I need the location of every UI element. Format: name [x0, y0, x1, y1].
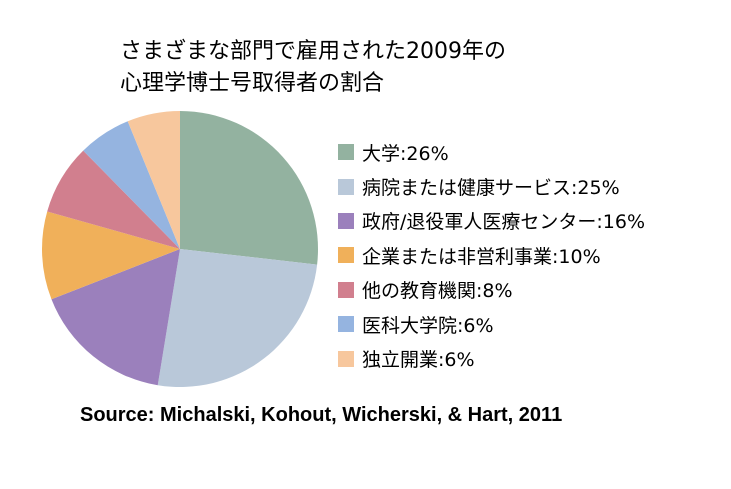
legend-label-2: 政府/退役軍人医療センター:16%	[362, 211, 646, 234]
legend-item-0: 大学:26%	[338, 135, 645, 169]
legend-swatch-1	[338, 178, 354, 195]
legend-swatch-5	[338, 316, 354, 333]
pie-slice-6	[127, 111, 180, 249]
legend-label-3: 企業または非営利事業:10%	[362, 245, 601, 268]
chart-title: さまざまな部門で雇用された2009年の 心理学博士号取得者の割合	[120, 36, 506, 100]
pie-slice-1	[157, 249, 318, 387]
legend-swatch-6	[338, 350, 354, 367]
pie-slice-0	[180, 111, 318, 265]
legend-item-5: 医科大学院:6%	[338, 307, 645, 341]
legend-label-6: 独立開業:6%	[362, 349, 475, 372]
source-note: Source: Michalski, Kohout, Wicherski, & …	[80, 404, 563, 426]
legend-label-4: 他の教育機関:8%	[362, 280, 513, 303]
pie-slice-3	[42, 211, 181, 300]
chart-legend: 大学:26% 病院または健康サービス:25% 政府/退役軍人医療センター:16% 企業…	[338, 135, 645, 376]
legend-swatch-2	[338, 212, 354, 229]
legend-label-1: 病院または健康サービス:25%	[362, 177, 620, 200]
pie-slice-5	[83, 121, 180, 249]
legend-item-6: 独立開業:6%	[338, 341, 645, 375]
legend-swatch-4	[338, 281, 354, 298]
legend-swatch-0	[338, 144, 354, 161]
pie-slice-2	[51, 249, 181, 386]
legend-label-5: 医科大学院:6%	[362, 314, 494, 337]
legend-item-2: 政府/退役軍人医療センター:16%	[338, 204, 645, 238]
legend-swatch-3	[338, 247, 354, 264]
legend-label-0: 大学:26%	[362, 142, 449, 165]
chart-title-line-1: さまざまな部門で雇用された2009年の	[120, 39, 506, 64]
chart-title-line-2: 心理学博士号取得者の割合	[120, 71, 385, 96]
legend-item-4: 他の教育機関:8%	[338, 273, 645, 307]
legend-item-1: 病院または健康サービス:25%	[338, 169, 645, 203]
pie-slice-4	[47, 150, 181, 249]
legend-item-3: 企業または非営利事業:10%	[338, 238, 645, 272]
